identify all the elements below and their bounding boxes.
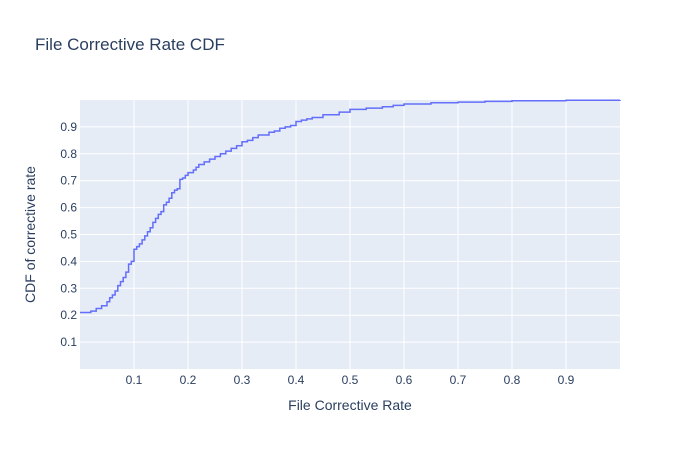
series-layer — [80, 99, 621, 314]
y-tick-label: 0.5 — [60, 228, 77, 242]
chart-title: File Corrective Rate CDF — [35, 35, 225, 54]
y-tick-label: 0.2 — [60, 308, 77, 322]
y-tick-label: 0.9 — [60, 120, 77, 134]
x-tick-label: 0.6 — [396, 373, 413, 387]
x-tick-label: 0.8 — [504, 373, 521, 387]
tick-labels: 0.1 0.2 0.3 0.4 0.5 0.6 0.7 0.8 0.9 0.1 0.2 0.3 0.4 0… — [60, 120, 574, 387]
cdf-series-line — [80, 99, 621, 314]
x-tick-label: 0.4 — [288, 373, 305, 387]
x-tick-label: 0.2 — [180, 373, 197, 387]
y-tick-label: 0.4 — [60, 254, 77, 268]
x-tick-label: 0.3 — [234, 373, 251, 387]
x-tick-label: 0.7 — [450, 373, 467, 387]
y-tick-label: 0.6 — [60, 201, 77, 215]
x-tick-label: 0.1 — [126, 373, 143, 387]
y-tick-label: 0.1 — [60, 335, 77, 349]
x-tick-label: 0.9 — [558, 373, 575, 387]
y-tick-label: 0.3 — [60, 281, 77, 295]
x-tick-label: 0.5 — [342, 373, 359, 387]
x-axis-title: File Corrective Rate — [288, 397, 412, 413]
y-axis-title: CDF of corrective rate — [22, 166, 38, 303]
y-tick-label: 0.7 — [60, 174, 77, 188]
y-tick-label: 0.8 — [60, 147, 77, 161]
